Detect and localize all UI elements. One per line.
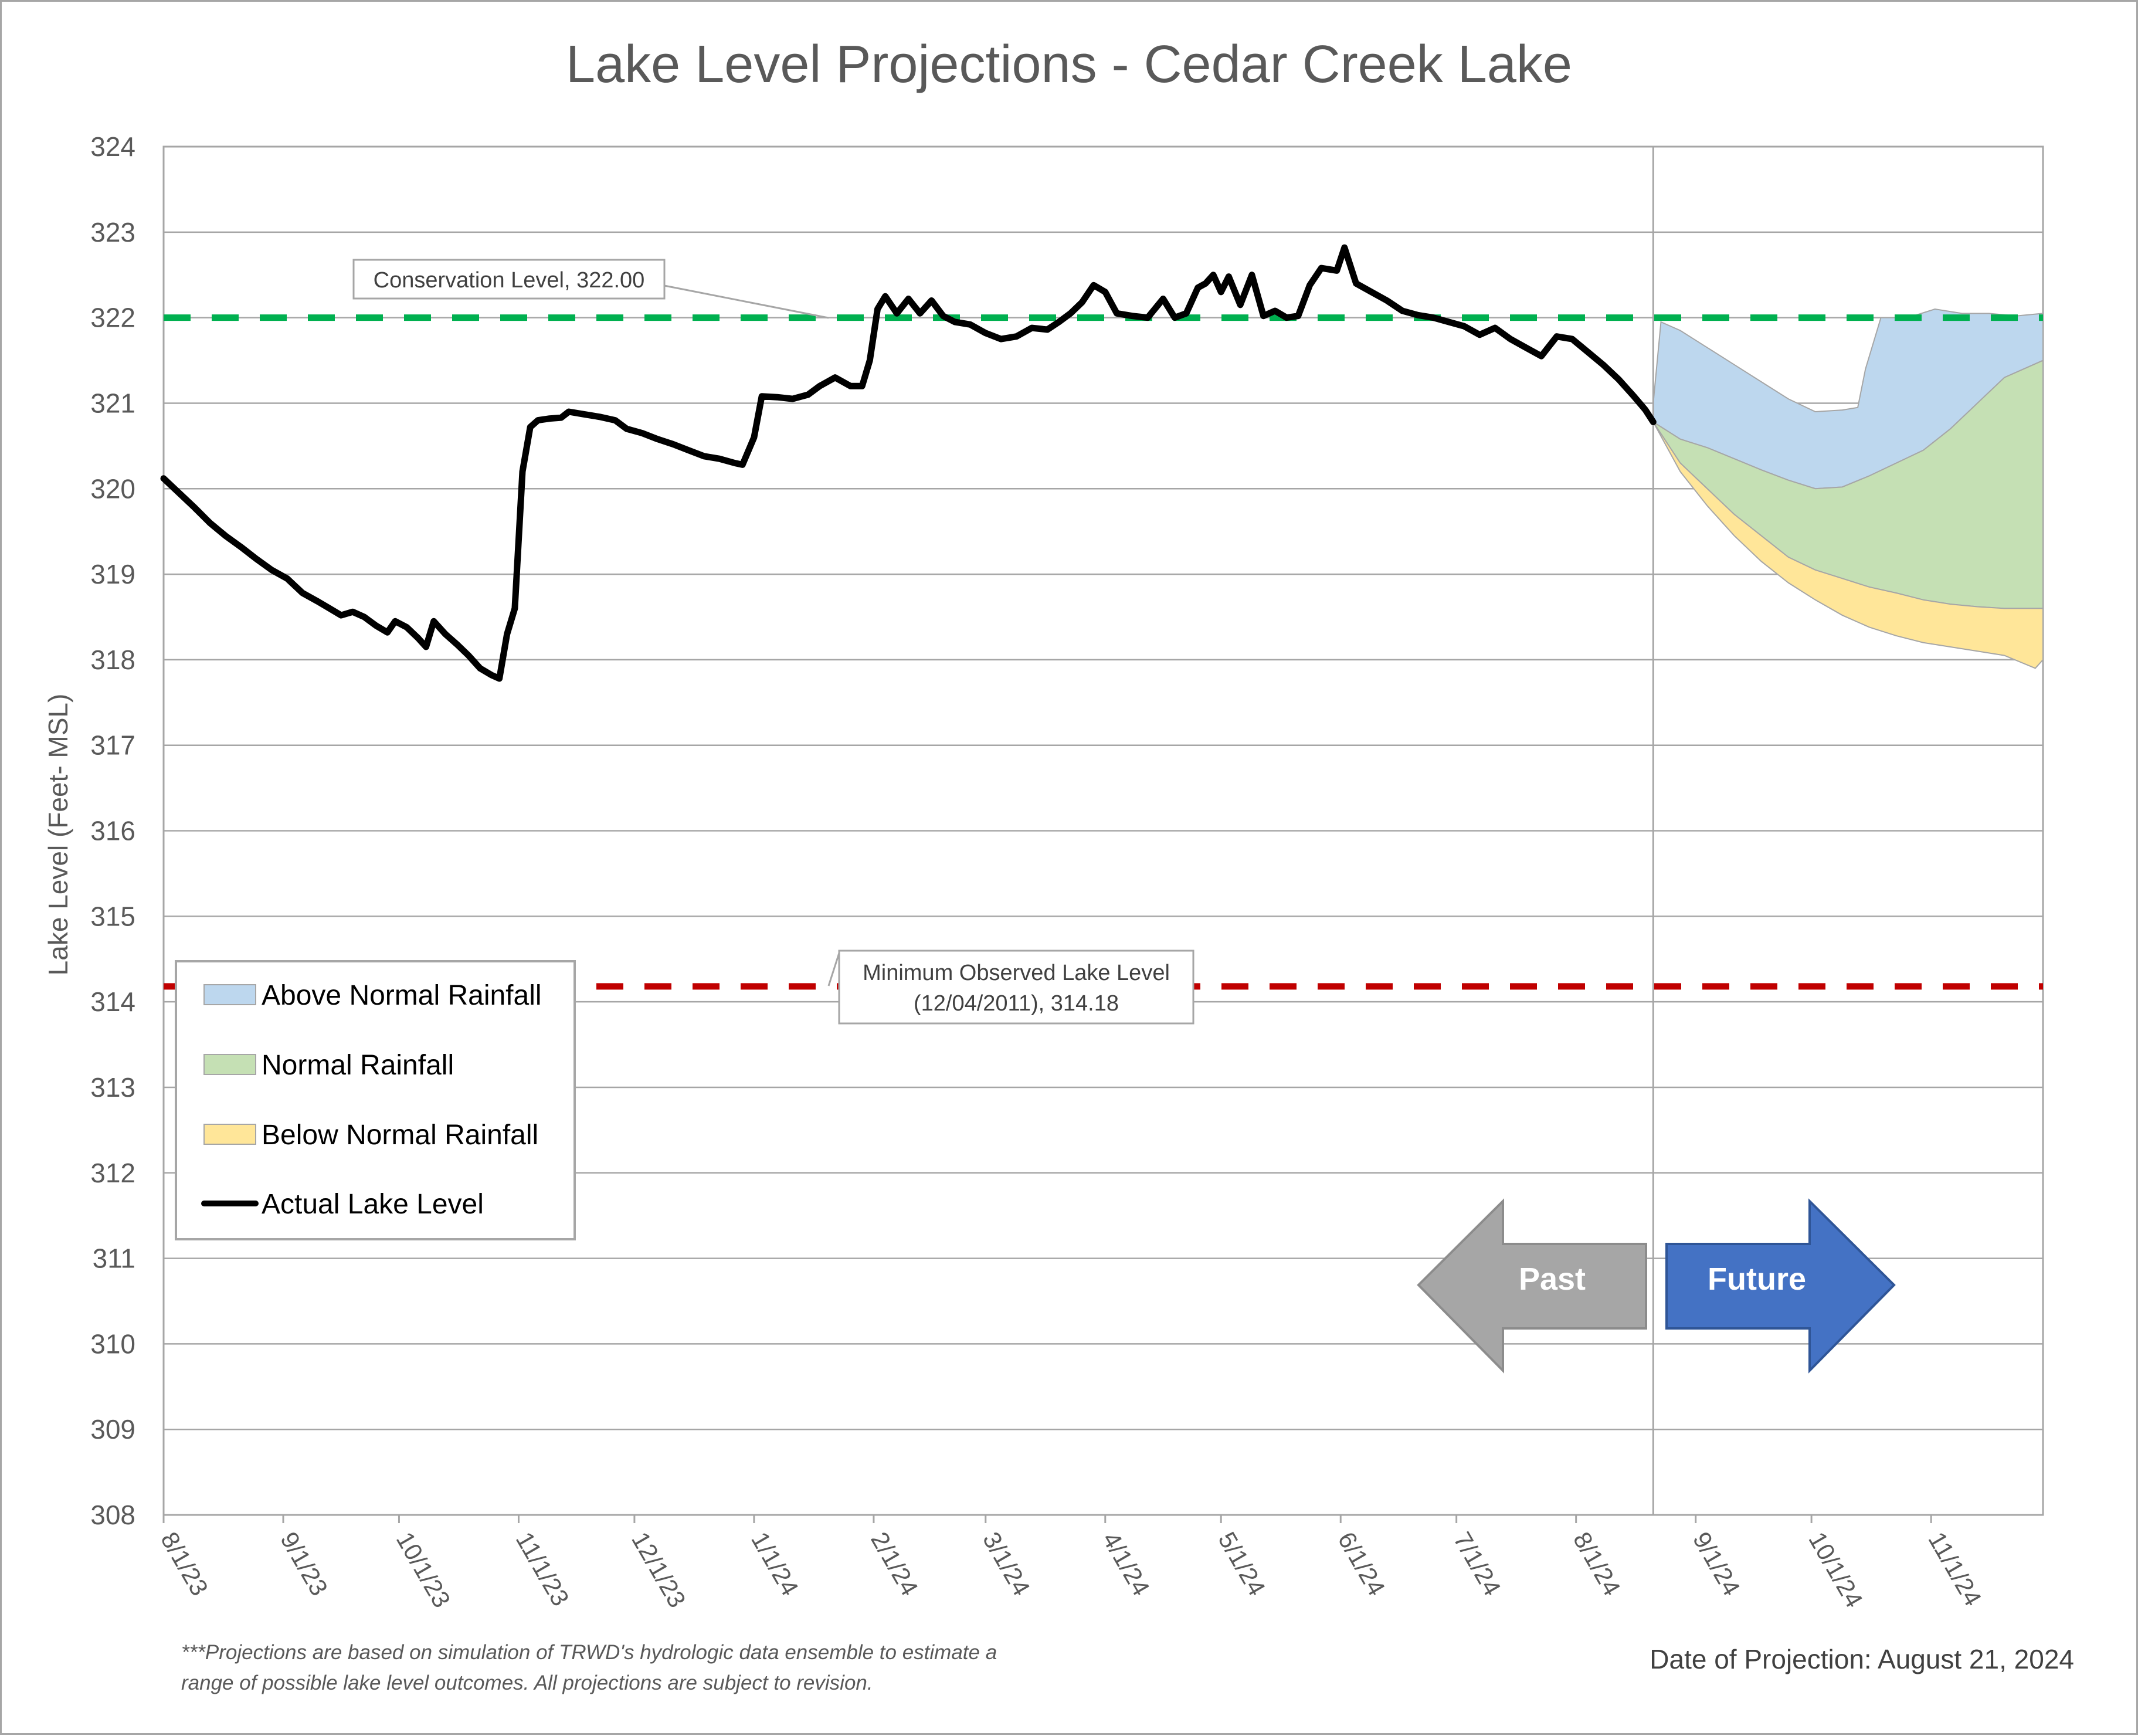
conservation-level-callout: Conservation Level, 322.00 (352, 259, 829, 319)
y-axis-label: Lake Level (Feet- MSL) (43, 694, 73, 976)
minimum-callout-box (838, 950, 1194, 1025)
y-tick-label: 312 (90, 1158, 135, 1188)
x-tick-label: 2/1/24 (866, 1527, 924, 1601)
x-tick-label: 4/1/24 (1097, 1527, 1155, 1601)
x-tick-label: 10/1/24 (1803, 1527, 1868, 1612)
legend-label-above-normal: Above Normal Rainfall (262, 980, 542, 1011)
y-tick-label: 319 (90, 559, 135, 589)
chart-title: Lake Level Projections - Cedar Creek Lak… (566, 35, 1572, 94)
x-tick-label: 1/1/24 (746, 1527, 804, 1601)
future-arrow: Future (1665, 1198, 1896, 1374)
y-tick-label: 308 (90, 1500, 135, 1530)
future-arrow-label: Future (1708, 1262, 1806, 1297)
y-tick-label: 313 (90, 1072, 135, 1103)
series-actual-lake-level (160, 244, 1657, 682)
projection-date-label: Date of Projection: August 21, 2024 (1650, 1644, 2074, 1674)
legend-label-below-normal: Below Normal Rainfall (262, 1120, 538, 1151)
past-arrow-label: Past (1519, 1262, 1586, 1297)
x-tick-label: 8/1/24 (1568, 1527, 1626, 1601)
legend: Above Normal Rainfall Normal Rainfall Be… (175, 960, 576, 1240)
legend-box (175, 960, 576, 1240)
minimum-callout-line2: (12/04/2011), 314.18 (914, 991, 1119, 1016)
future-arrow-shape (1665, 1198, 1896, 1374)
x-tick-label: 5/1/24 (1213, 1527, 1271, 1601)
y-tick-label: 310 (90, 1328, 135, 1359)
legend-label-normal: Normal Rainfall (262, 1050, 454, 1081)
x-tick-label: 8/1/23 (155, 1527, 213, 1601)
x-tick-label: 12/1/23 (626, 1527, 691, 1612)
minimum-callout-line1: Minimum Observed Lake Level (863, 961, 1170, 985)
y-tick-label: 309 (90, 1414, 135, 1445)
y-tick-label: 316 (90, 816, 135, 846)
y-tick-labels: 308 309 310 311 312 313 314 315 316 317 318 319 320 3… (90, 131, 135, 1530)
footnote-line1: ***Projections are based on simulation o… (181, 1641, 997, 1664)
legend-swatch-below-normal (203, 1124, 256, 1145)
conservation-callout-box (352, 259, 666, 300)
y-tick-label: 311 (93, 1243, 135, 1274)
legend-swatch-above-normal (203, 984, 256, 1005)
band-below-normal-rainfall (1652, 421, 2044, 669)
conservation-callout-leader (664, 284, 829, 319)
minimum-callout-leader (827, 952, 840, 986)
x-tick-label: 10/1/23 (391, 1527, 456, 1612)
y-tick-label: 317 (90, 730, 135, 761)
x-tick-labels: 8/1/23 9/1/23 10/1/23 11/1/23 12/1/23 1/1/24 2… (155, 1515, 1987, 1612)
x-tick-label: 11/1/23 (511, 1527, 575, 1610)
y-tick-label: 314 (90, 986, 135, 1017)
x-tick-label: 3/1/24 (978, 1527, 1036, 1601)
footnote-line2: range of possible lake level outcomes. A… (181, 1671, 873, 1694)
actual-level-line (160, 244, 1657, 682)
projection-bands (1652, 308, 2044, 669)
y-tick-label: 322 (90, 303, 135, 333)
past-arrow: Past (1417, 1198, 1647, 1374)
conservation-callout-text: Conservation Level, 322.00 (374, 268, 645, 293)
y-tick-label: 315 (90, 901, 135, 931)
y-tick-label: 318 (90, 645, 135, 675)
x-tick-label: 7/1/24 (1448, 1527, 1506, 1601)
x-tick-label: 9/1/23 (275, 1527, 333, 1601)
y-tick-label: 324 (90, 131, 135, 162)
y-tick-label: 320 (90, 473, 135, 504)
minimum-level-callout: Minimum Observed Lake Level (12/04/2011)… (827, 950, 1194, 1025)
x-tick-label: 6/1/24 (1332, 1527, 1390, 1601)
y-tick-label: 321 (90, 388, 135, 418)
y-tick-label: 323 (90, 217, 135, 247)
x-tick-label: 11/1/24 (1923, 1527, 1987, 1610)
legend-label-actual-level: Actual Lake Level (262, 1189, 484, 1220)
legend-swatch-normal (203, 1054, 256, 1075)
x-tick-label: 9/1/24 (1688, 1527, 1746, 1601)
past-arrow-shape (1417, 1198, 1647, 1374)
